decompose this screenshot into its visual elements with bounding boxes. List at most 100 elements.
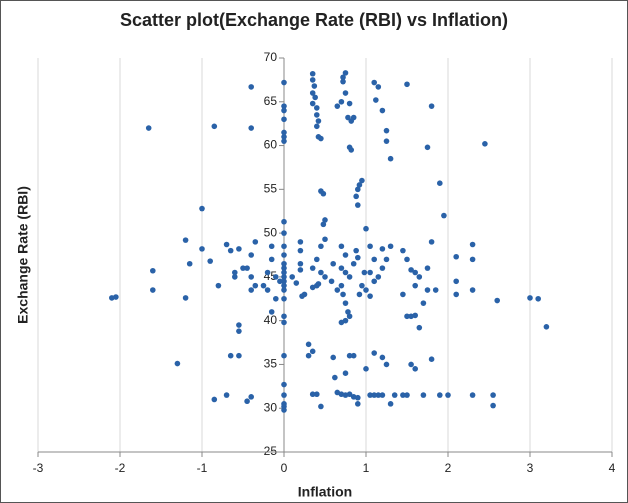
- point: [353, 247, 359, 254]
- point: [340, 74, 346, 81]
- point: [371, 350, 378, 356]
- point: [248, 125, 254, 131]
- point: [424, 144, 431, 151]
- point: [277, 278, 283, 285]
- point: [355, 186, 361, 193]
- point: [248, 394, 254, 400]
- point: [268, 243, 275, 250]
- x-tick-label: 4: [609, 461, 616, 475]
- point: [412, 366, 419, 372]
- point: [236, 322, 242, 328]
- point: [338, 282, 345, 289]
- point: [182, 295, 189, 301]
- point: [236, 352, 242, 359]
- point: [281, 260, 287, 267]
- point: [445, 392, 451, 398]
- point: [355, 401, 361, 407]
- point: [273, 274, 279, 280]
- point: [355, 254, 361, 261]
- point: [342, 70, 349, 76]
- point: [281, 269, 287, 276]
- point: [412, 312, 419, 319]
- point: [453, 253, 460, 260]
- point: [361, 269, 368, 276]
- point: [350, 114, 357, 121]
- point: [318, 135, 324, 142]
- point: [318, 403, 324, 410]
- point: [281, 287, 287, 293]
- point: [281, 103, 287, 109]
- point: [150, 287, 156, 293]
- point: [199, 205, 205, 212]
- point: [340, 78, 346, 85]
- point: [371, 79, 378, 86]
- point: [236, 328, 242, 334]
- point: [150, 267, 156, 274]
- y-tick-label: 65: [264, 94, 278, 108]
- point: [350, 352, 357, 359]
- point: [346, 313, 353, 320]
- point: [416, 274, 423, 280]
- point: [420, 300, 427, 306]
- point: [338, 265, 345, 271]
- point: [340, 291, 346, 298]
- point: [367, 243, 373, 250]
- point: [211, 123, 218, 130]
- point: [309, 100, 316, 107]
- point: [345, 309, 351, 315]
- point: [371, 256, 378, 263]
- point: [412, 269, 419, 276]
- point: [264, 287, 271, 293]
- point: [113, 294, 119, 300]
- point: [240, 265, 246, 271]
- point: [248, 287, 254, 293]
- point: [383, 127, 390, 134]
- point: [453, 278, 460, 285]
- point: [346, 352, 353, 359]
- point: [379, 392, 386, 398]
- point: [356, 182, 363, 188]
- point: [363, 225, 369, 232]
- x-tick-label: 2: [445, 461, 452, 475]
- point: [299, 293, 305, 299]
- point: [359, 282, 365, 289]
- point: [223, 241, 230, 248]
- point: [387, 401, 394, 407]
- point: [400, 392, 406, 398]
- point: [469, 256, 476, 263]
- point: [281, 282, 287, 289]
- point: [432, 287, 439, 293]
- y-tick-label: 25: [264, 444, 278, 458]
- point: [437, 392, 443, 398]
- point: [320, 190, 327, 197]
- point: [232, 269, 238, 276]
- point: [346, 274, 353, 280]
- point: [281, 403, 287, 410]
- point: [338, 319, 345, 326]
- point: [260, 282, 267, 289]
- point: [309, 77, 316, 83]
- point: [252, 282, 259, 289]
- y-tick-label: 50: [264, 225, 278, 239]
- point: [281, 313, 287, 320]
- point: [355, 394, 361, 401]
- point: [281, 381, 287, 388]
- point: [469, 392, 476, 398]
- point: [428, 239, 435, 245]
- point: [338, 98, 345, 105]
- point: [309, 265, 316, 271]
- point: [244, 265, 250, 271]
- point: [375, 274, 382, 280]
- point: [416, 324, 423, 331]
- point: [428, 103, 435, 109]
- point: [293, 280, 300, 286]
- point: [346, 100, 353, 107]
- point: [305, 352, 312, 359]
- point: [248, 252, 254, 258]
- point: [186, 260, 193, 267]
- point: [342, 252, 349, 258]
- point: [248, 274, 254, 280]
- y-tick-label: 40: [264, 313, 278, 327]
- point: [420, 392, 427, 398]
- point: [408, 267, 414, 273]
